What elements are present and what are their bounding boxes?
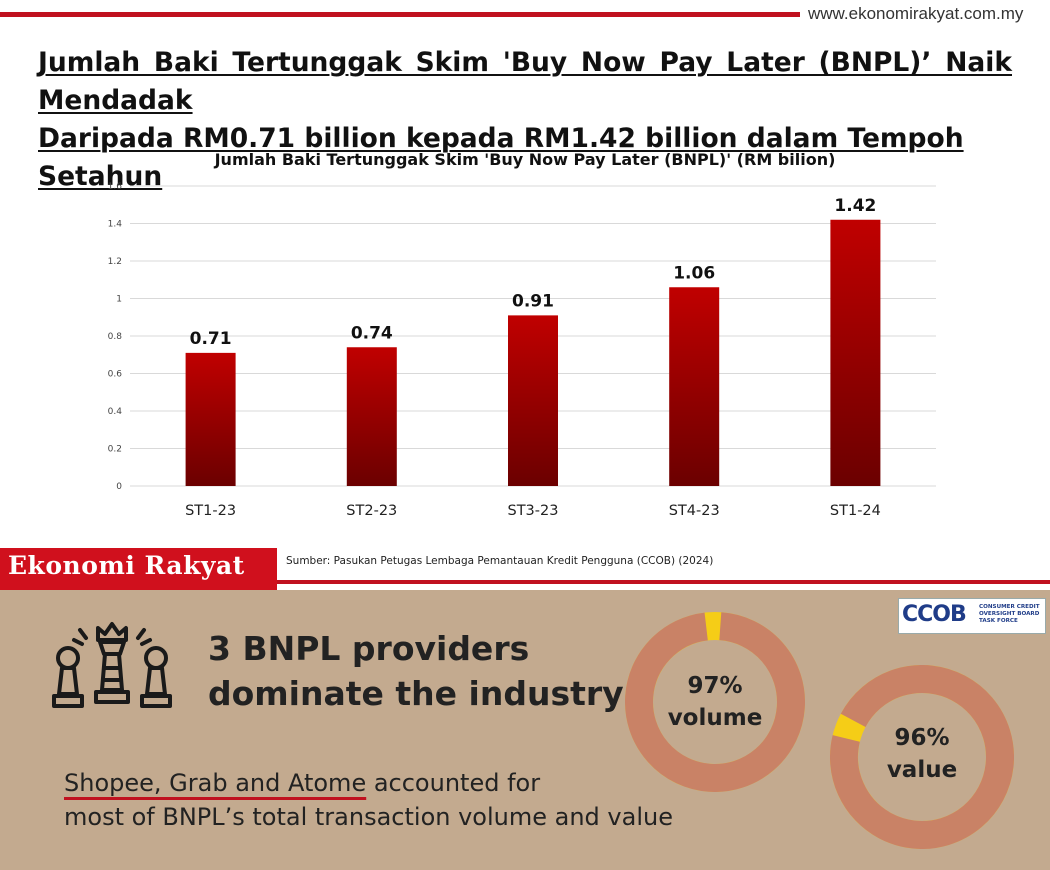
donut-value-word: value bbox=[886, 757, 958, 783]
y-tick-label: 0.4 bbox=[108, 407, 123, 417]
data-label: 0.74 bbox=[351, 323, 393, 343]
y-tick-label: 1.2 bbox=[108, 257, 122, 267]
donut-volume-word: volume bbox=[667, 705, 763, 731]
provider-names: Shopee, Grab and Atome bbox=[64, 769, 367, 797]
y-tick-label: 0.8 bbox=[108, 332, 123, 342]
donut-value bbox=[830, 665, 1014, 849]
donut-volume bbox=[625, 612, 805, 792]
donut-value-label: 96% value bbox=[852, 722, 992, 786]
infographic-body-line-2: most of BNPL’s total transaction volume … bbox=[64, 803, 673, 831]
donut-value-percent: 96% bbox=[894, 725, 950, 751]
mid-red-rule bbox=[277, 580, 1050, 584]
x-tick-label: ST2-23 bbox=[346, 503, 397, 519]
x-tick-label: ST1-24 bbox=[830, 503, 881, 519]
headline-line-1: Jumlah Baki Tertunggak Skim 'Buy Now Pay… bbox=[38, 47, 1012, 116]
chart-title: Jumlah Baki Tertunggak Skim 'Buy Now Pay… bbox=[214, 150, 836, 169]
bar bbox=[185, 352, 236, 486]
data-label: 0.91 bbox=[512, 291, 554, 311]
infographic-heading: 3 BNPL providers dominate the industry bbox=[208, 626, 624, 716]
x-tick-label: ST3-23 bbox=[508, 503, 559, 519]
chess-pieces-icon bbox=[52, 622, 172, 708]
brand-name: Ekonomi Rakyat bbox=[8, 551, 245, 580]
ccob-sub-line-3: TASK FORCE bbox=[979, 618, 1018, 624]
infographic-body: Shopee, Grab and Atome accounted for mos… bbox=[64, 766, 673, 834]
y-tick-label: 0.2 bbox=[108, 445, 122, 455]
bar bbox=[669, 287, 720, 486]
infographic-body-line-1: Shopee, Grab and Atome accounted for bbox=[64, 766, 673, 800]
headline-line-2: Daripada RM0.71 billion kepada RM1.42 bi… bbox=[38, 123, 964, 192]
infographic-heading-line-1: 3 BNPL providers bbox=[208, 629, 530, 668]
y-tick-label: 1 bbox=[116, 295, 122, 305]
donut-share-arc bbox=[625, 612, 805, 792]
bar-chart: 0 0.2 0.4 0.6 0.8 1 1.2 1.4 1.6 0.71 ST1-23 0.74 ST2… bbox=[108, 182, 936, 519]
donut-volume-percent: 97% bbox=[687, 673, 743, 699]
bar bbox=[508, 315, 558, 486]
infographic-heading-line-2: dominate the industry bbox=[208, 674, 624, 713]
data-label: 1.42 bbox=[834, 196, 876, 216]
bar bbox=[346, 347, 397, 486]
headline: Jumlah Baki Tertunggak Skim 'Buy Now Pay… bbox=[38, 44, 1012, 196]
donut-volume-label: 97% volume bbox=[645, 670, 785, 734]
y-tick-label: 0.6 bbox=[108, 370, 123, 380]
x-tick-label: ST1-23 bbox=[185, 503, 236, 519]
x-tick-label: ST4-23 bbox=[669, 503, 720, 519]
ccob-sub-line-1: CONSUMER CREDIT bbox=[979, 604, 1040, 610]
site-url[interactable]: www.ekonomirakyat.com.my bbox=[808, 4, 1024, 23]
y-tick-label: 1.6 bbox=[108, 182, 123, 192]
bar bbox=[830, 219, 881, 486]
ccob-logo: CCOB CONSUMER CREDIT OVERSIGHT BOARD TAS… bbox=[898, 598, 1046, 634]
source-note: Sumber: Pasukan Petugas Lembaga Pemantau… bbox=[286, 555, 714, 567]
brand-logo: Ekonomi Rakyat bbox=[0, 548, 277, 590]
y-tick-label: 1.4 bbox=[108, 220, 123, 230]
data-label: 1.06 bbox=[673, 263, 715, 283]
y-tick-label: 0 bbox=[116, 482, 122, 492]
ccob-mark: CCOB bbox=[902, 602, 967, 627]
infographic-body-rest: accounted for bbox=[366, 769, 541, 797]
top-red-rule bbox=[0, 12, 800, 17]
ccob-subtitle: CONSUMER CREDIT OVERSIGHT BOARD TASK FOR… bbox=[979, 604, 1043, 625]
data-label: 0.71 bbox=[190, 329, 232, 349]
ccob-sub-line-2: OVERSIGHT BOARD bbox=[979, 611, 1040, 617]
